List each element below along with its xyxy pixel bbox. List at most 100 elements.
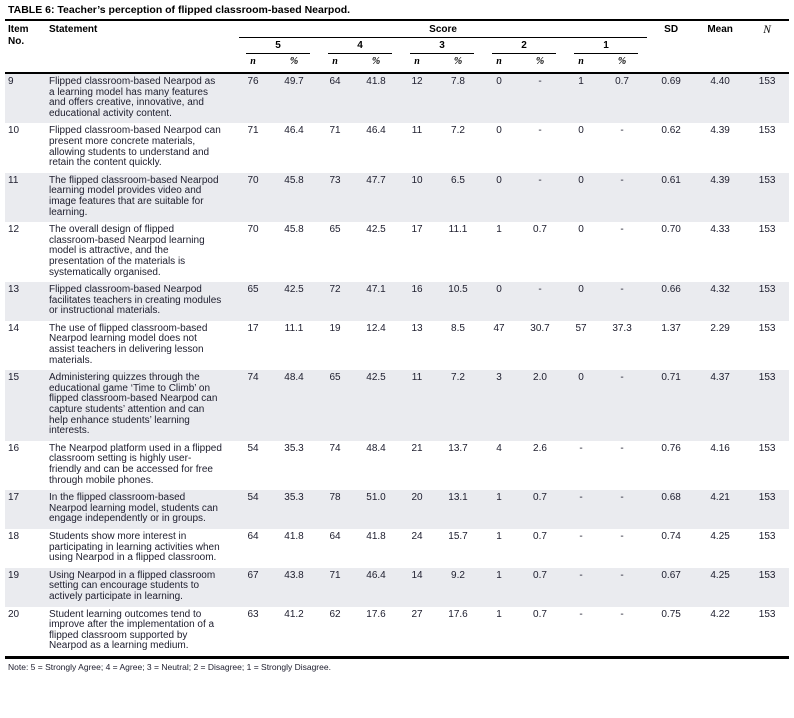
score4-pct: 46.4 [366, 125, 386, 137]
score3-n: 12 [411, 76, 423, 87]
score5-pct: 43.8 [284, 569, 304, 581]
table-row: 19 Using Nearpod in a flipped classroom … [5, 567, 790, 607]
table-row: 11 The flipped classroom-based Nearpod l… [5, 172, 790, 223]
score4-n: 72 [329, 284, 341, 296]
score2-n: 47 [493, 322, 505, 334]
score4-pct: 51.0 [366, 492, 386, 504]
mean-value: 4.39 [710, 174, 730, 186]
score2-n: 0 [496, 76, 502, 87]
mean-value: 4.37 [710, 372, 730, 384]
table-note: Note: 5 = Strongly Agree; 4 = Agree; 3 =… [8, 661, 331, 672]
score4-pct: 46.4 [366, 569, 386, 581]
score2-n: 0 [496, 284, 502, 296]
score5-pct: 46.4 [284, 125, 304, 137]
score3-pct: 8.5 [451, 322, 465, 334]
score4-pct: 42.5 [366, 224, 386, 236]
score3-pct: 10.5 [448, 284, 468, 296]
table-row: 20 Student learning outcomes tend to imp… [5, 607, 789, 658]
score4-n: 78 [329, 492, 341, 504]
score1-pct: - [620, 492, 624, 504]
score4-n: 71 [329, 569, 341, 581]
mean-value: 4.33 [710, 224, 730, 236]
item-number: 12 [8, 224, 20, 236]
col-header-score: Score [239, 24, 648, 38]
col-header-sd: SD [664, 24, 679, 35]
score1-pct: - [620, 530, 624, 542]
score3-n: 16 [411, 284, 423, 296]
sd-value: 0.71 [661, 372, 681, 384]
score1-n: - [579, 569, 583, 581]
score-level-5: 5 [237, 38, 319, 54]
statement-text: The overall design of flipped classroom-… [49, 224, 205, 278]
score2-n: 3 [496, 372, 502, 384]
score5-pct: 35.3 [284, 492, 304, 504]
score3-n: 14 [411, 569, 423, 581]
mean-value: 4.40 [710, 76, 730, 87]
score1-pct: - [620, 442, 624, 454]
sd-value: 0.75 [661, 608, 681, 620]
score4-pct: 48.4 [366, 442, 386, 454]
table-row: 9 Flipped classroom-based Nearpod as a l… [5, 73, 790, 124]
item-number: 14 [8, 322, 20, 334]
score2-pct: 30.7 [530, 322, 550, 334]
sd-value: 0.69 [661, 76, 681, 87]
statement-text: The Nearpod platform used in a flipped c… [49, 442, 222, 486]
score5-n: 70 [247, 224, 259, 236]
score-level-3: 3 [401, 38, 483, 54]
score4-pct: 47.7 [366, 174, 386, 186]
score5-pct: 35.3 [284, 442, 304, 454]
score3-n: 21 [411, 442, 423, 454]
n-pct-row: n % n % n % n % n % [5, 54, 789, 73]
score5-pct: 45.8 [284, 224, 304, 236]
score4-n: 73 [329, 174, 341, 186]
sd-value: 0.74 [661, 530, 681, 542]
col-header-n-total: N [763, 24, 771, 36]
n-total-value: 153 [758, 224, 776, 236]
score3-n: 24 [411, 530, 423, 542]
subheader-pct: % [371, 56, 381, 67]
table-row: 17 In the flipped classroom-based Nearpo… [5, 490, 790, 529]
score4-n: 74 [329, 442, 341, 454]
score1-n: 1 [578, 76, 584, 87]
score2-pct: - [538, 125, 542, 137]
score2-pct: 0.7 [533, 224, 547, 236]
table-row: 15 Administering quizzes through the edu… [5, 370, 790, 441]
score1-n: 0 [578, 372, 584, 384]
item-number: 18 [8, 530, 20, 542]
item-number: 13 [8, 284, 20, 296]
sd-value: 0.67 [661, 569, 681, 581]
score1-pct: - [620, 569, 624, 581]
n-total-value: 153 [758, 372, 776, 384]
score2-n: 0 [496, 125, 502, 137]
sd-value: 0.66 [661, 284, 681, 296]
item-number: 17 [8, 492, 20, 504]
score3-pct: 15.7 [448, 530, 468, 542]
mean-value: 4.25 [710, 569, 730, 581]
score2-n: 1 [496, 492, 502, 504]
score2-pct: 0.7 [533, 492, 547, 504]
score-level-2: 2 [483, 38, 565, 54]
item-number: 10 [8, 125, 20, 137]
score5-n: 54 [247, 442, 259, 454]
mean-value: 4.16 [710, 442, 730, 454]
score2-pct: - [538, 284, 542, 296]
score3-pct: 7.2 [451, 125, 465, 137]
mean-value: 4.21 [710, 492, 730, 504]
score5-n: 64 [247, 530, 259, 542]
score5-n: 71 [247, 125, 259, 137]
score3-pct: 11.1 [448, 224, 468, 236]
sd-value: 0.62 [661, 125, 681, 137]
table-row: 18 Students show more interest in partic… [5, 529, 789, 568]
score2-pct: 0.7 [533, 530, 547, 542]
score3-pct: 7.8 [451, 76, 465, 87]
subheader-n: n [332, 56, 338, 67]
table-header: Item No. Statement Score SD Mean N 5 4 3… [5, 21, 790, 73]
table-row: 14 The use of flipped classroom-based Ne… [5, 321, 789, 370]
score3-pct: 13.1 [448, 492, 468, 504]
score3-pct: 7.2 [451, 372, 465, 384]
score1-n: 57 [575, 322, 587, 334]
score2-n: 1 [496, 608, 502, 620]
score2-n: 1 [496, 224, 502, 236]
score4-n: 19 [329, 322, 341, 334]
score1-pct: - [620, 174, 624, 186]
